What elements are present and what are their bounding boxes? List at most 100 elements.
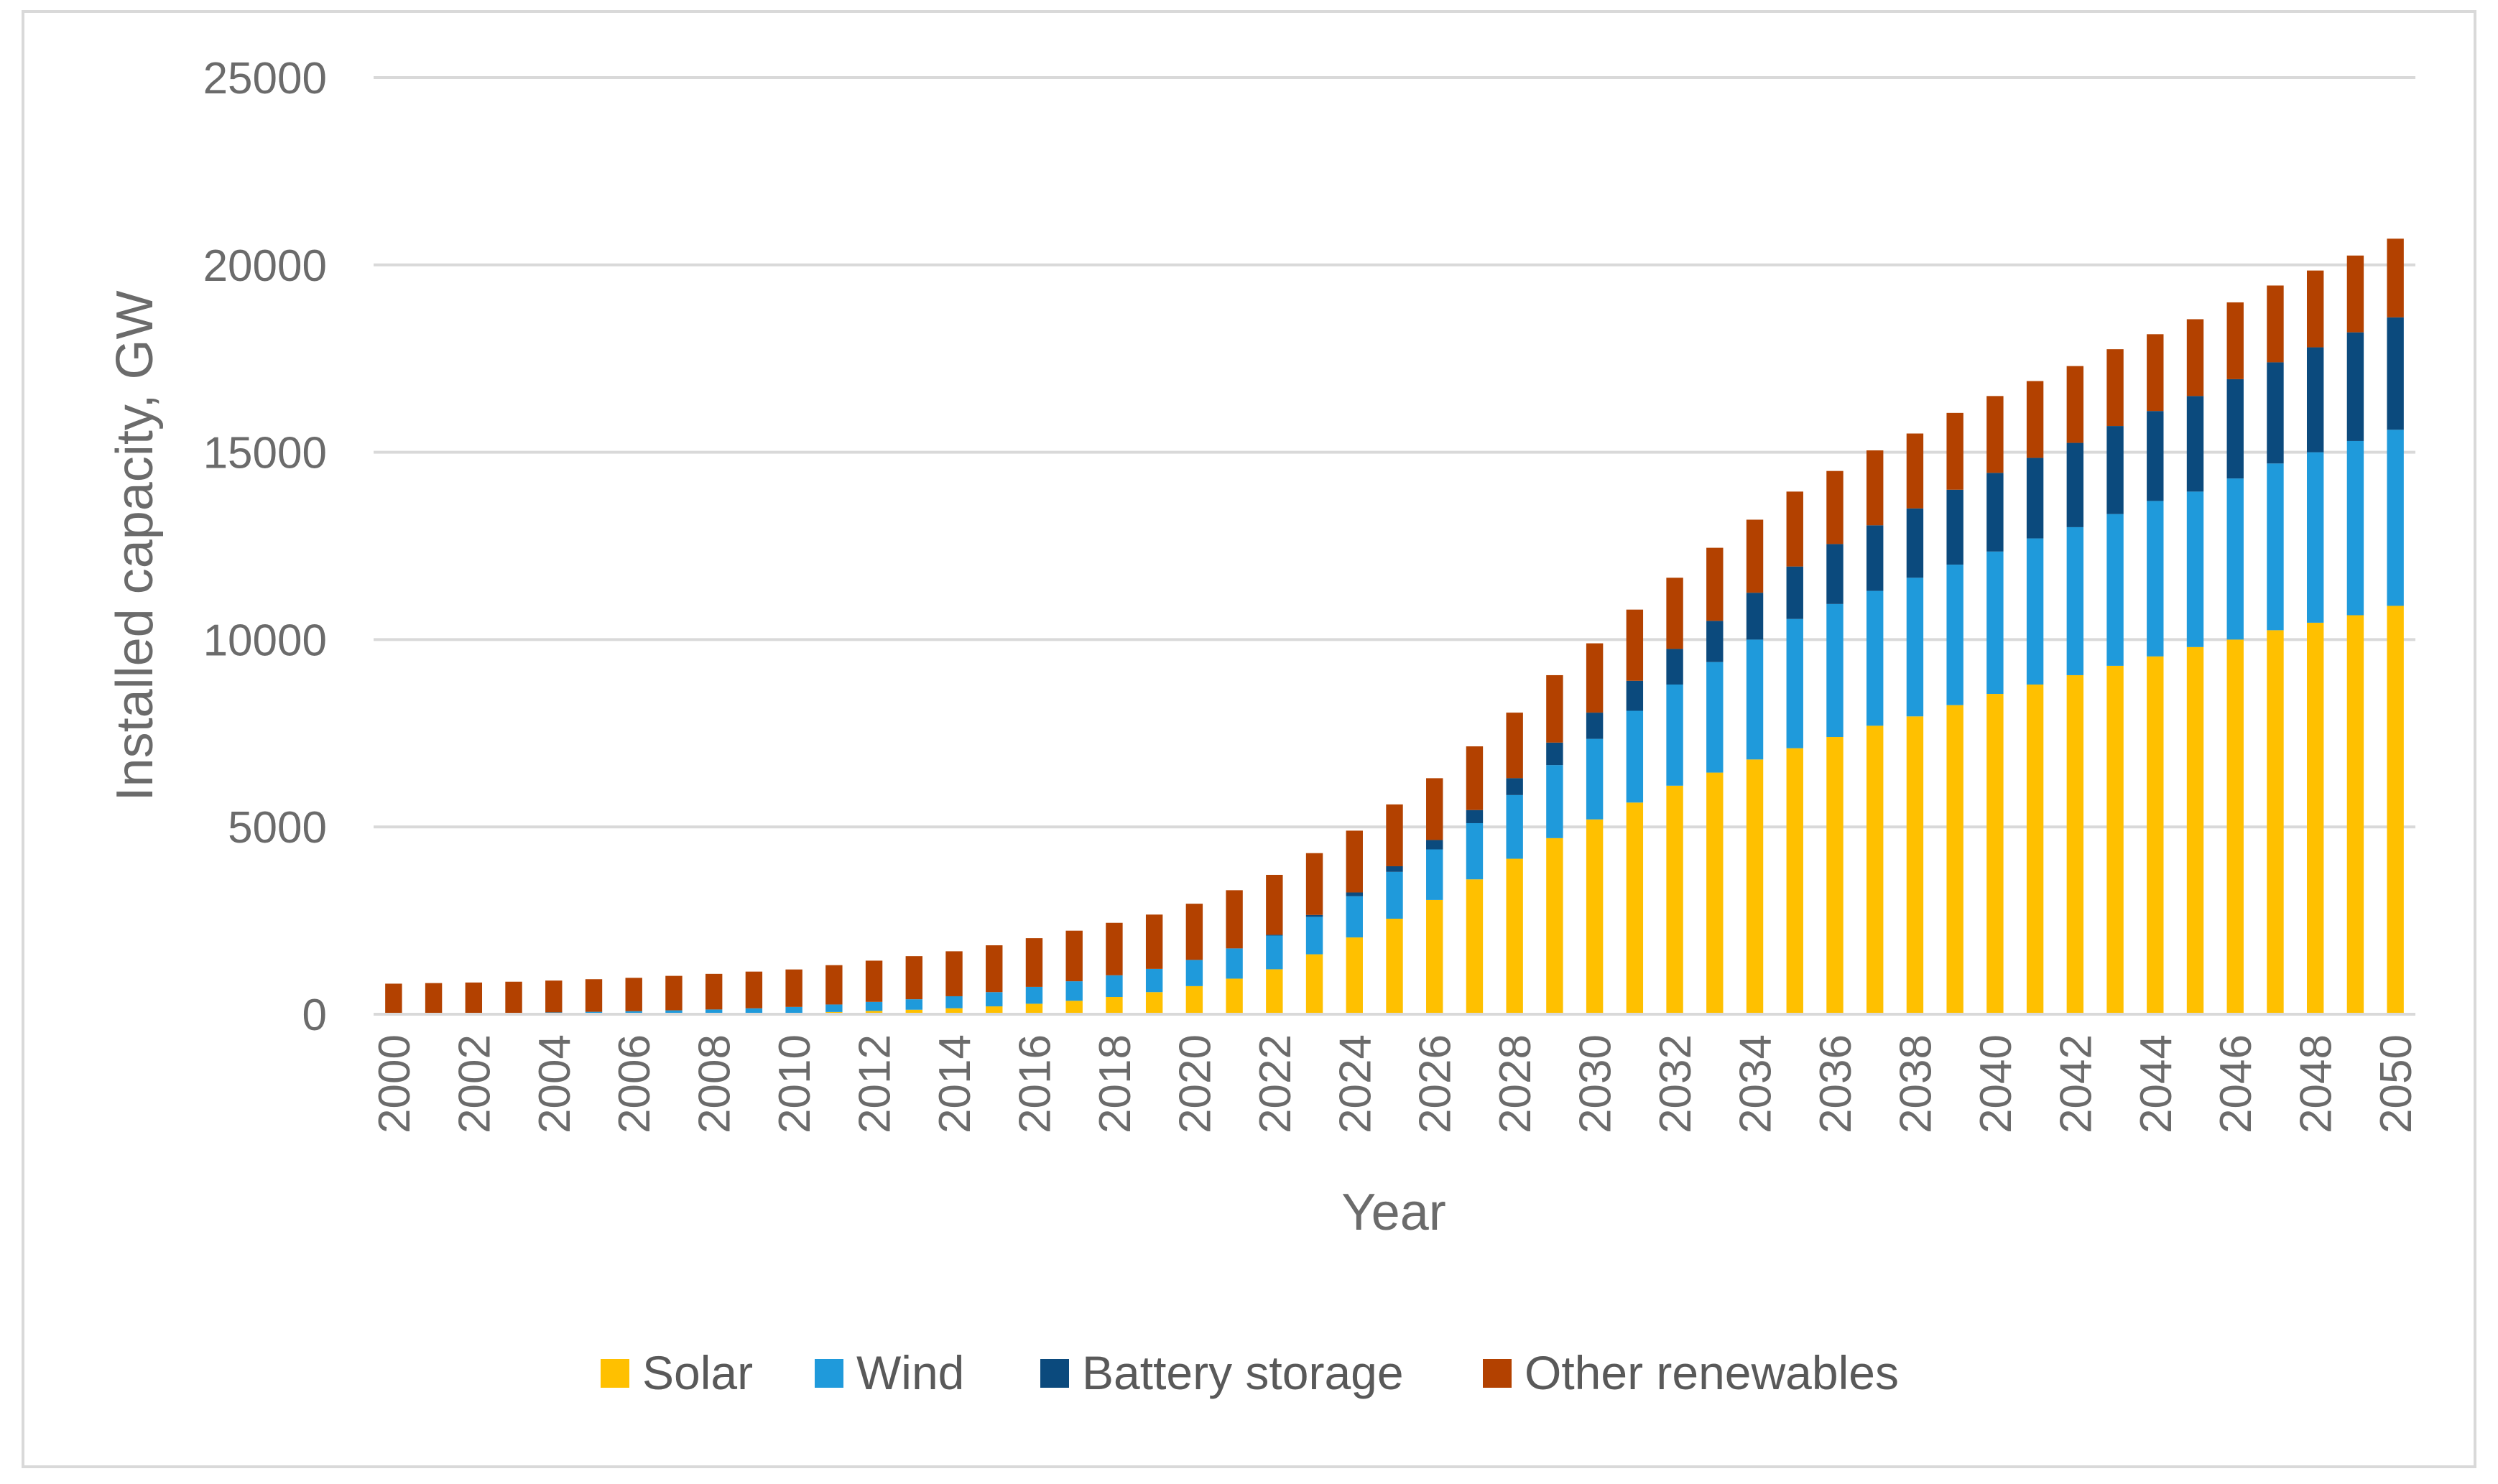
bar-solar-2020 [1185,986,1203,1014]
bar-solar-2029 [1546,838,1563,1014]
bar-solar-2048 [2306,622,2324,1014]
bar-series-group [385,238,2404,1014]
bar-other-renewables-2013 [905,956,922,1000]
bar-wind-2024 [1346,896,1363,938]
y-tick-label: 20000 [203,241,327,291]
bar-battery-storage-2039 [1946,489,1963,565]
bar-battery-storage-2049 [2346,332,2364,441]
bar-wind-2017 [1065,981,1083,1001]
bar-other-renewables-2001 [425,983,443,1014]
bar-solar-2026 [1426,899,1443,1014]
bar-battery-storage-2042 [2066,442,2084,527]
bar-solar-2019 [1145,992,1163,1014]
bar-wind-2037 [1866,590,1884,726]
bar-solar-2043 [2106,665,2124,1014]
y-tick-label: 15000 [203,429,327,478]
bar-other-renewables-2032 [1666,578,1683,649]
bar-other-renewables-2022 [1266,874,1283,935]
x-tick-label: 2002 [450,1034,499,1133]
legend-swatch-other-renewables [1483,1359,1512,1388]
x-tick-label: 2026 [1411,1034,1461,1133]
bar-other-renewables-2045 [2186,319,2204,396]
x-tick-label: 2044 [2132,1034,2181,1133]
bar-solar-2021 [1226,978,1243,1014]
y-tick-label: 0 [302,991,327,1040]
bar-solar-2031 [1626,802,1644,1014]
x-tick-label: 2018 [1091,1034,1140,1133]
x-tick-label: 2036 [1811,1034,1861,1133]
bar-wind-2043 [2106,514,2124,666]
bar-solar-2042 [2066,674,2084,1014]
bar-solar-2014 [945,1008,963,1014]
bar-other-renewables-2036 [1826,470,1844,544]
legend-label: Solar [642,1346,753,1399]
x-tick-label: 2016 [1010,1034,1060,1133]
bar-other-renewables-2043 [2106,349,2124,427]
bar-other-renewables-2017 [1065,930,1083,982]
bar-solar-2016 [1025,1003,1043,1014]
bar-other-renewables-2021 [1226,890,1243,949]
bar-other-renewables-2025 [1386,804,1403,866]
bar-other-renewables-2024 [1346,830,1363,893]
bar-other-renewables-2007 [665,975,683,1011]
bar-other-renewables-2015 [986,945,1003,993]
bar-solar-2028 [1506,858,1523,1014]
legend-label: Wind [856,1346,964,1399]
x-tick-label: 2014 [930,1034,980,1133]
bar-wind-2020 [1185,960,1203,986]
bar-solar-2012 [865,1011,883,1014]
bar-other-renewables-2033 [1706,547,1724,621]
x-tick-label: 2048 [2292,1034,2341,1133]
bar-other-renewables-2000 [385,983,402,1014]
bar-battery-storage-2027 [1466,810,1484,823]
x-tick-label: 2038 [1891,1034,1940,1133]
bar-other-renewables-2040 [1986,396,2004,473]
x-tick-label: 2012 [851,1034,900,1133]
bar-other-renewables-2035 [1786,491,1803,567]
bar-wind-2030 [1586,738,1604,820]
bar-other-renewables-2034 [1746,519,1764,593]
bar-battery-storage-2033 [1706,621,1724,662]
bar-other-renewables-2050 [2387,238,2404,317]
bar-wind-2027 [1466,822,1484,880]
legend: Solar Wind Battery storage Other renewables [601,1346,1899,1399]
bar-other-renewables-2006 [625,978,642,1011]
bar-wind-2011 [825,1004,843,1012]
bar-wind-2013 [905,999,922,1010]
bar-other-renewables-2030 [1586,643,1604,713]
x-tick-label: 2000 [370,1034,420,1133]
bar-solar-2045 [2186,646,2204,1014]
x-tick-label: 2046 [2211,1034,2261,1133]
bar-wind-2036 [1826,603,1844,738]
bar-solar-2018 [1106,997,1123,1014]
bar-wind-2018 [1106,975,1123,998]
bar-solar-2033 [1706,772,1724,1014]
x-tick-label: 2022 [1251,1034,1300,1133]
bar-wind-2026 [1426,849,1443,900]
bar-battery-storage-2047 [2267,362,2284,464]
bar-solar-2036 [1826,737,1844,1014]
bar-other-renewables-2049 [2346,255,2364,333]
bar-battery-storage-2037 [1866,525,1884,591]
bar-wind-2031 [1626,710,1644,803]
bar-wind-2009 [745,1008,763,1014]
x-tick-label: 2010 [770,1034,820,1133]
bar-battery-storage-2038 [1906,508,1924,578]
bar-other-renewables-2019 [1145,914,1163,969]
legend-swatch-solar [601,1359,629,1388]
bar-other-renewables-2026 [1426,778,1443,840]
bar-battery-storage-2044 [2147,411,2164,501]
legend-label: Battery storage [1082,1346,1404,1399]
bar-wind-2039 [1946,565,1963,705]
x-tick-label: 2034 [1731,1034,1781,1133]
x-tick-label: 2040 [1971,1034,2021,1133]
legend-swatch-wind [815,1359,843,1388]
bar-battery-storage-2024 [1346,892,1363,896]
bar-other-renewables-2009 [745,971,763,1008]
bar-wind-2040 [1986,551,2004,695]
bar-battery-storage-2041 [2026,458,2044,539]
bar-solar-2013 [905,1009,922,1014]
bar-battery-storage-2023 [1305,914,1323,917]
bar-solar-2023 [1305,954,1323,1014]
bar-other-renewables-2027 [1466,746,1484,810]
